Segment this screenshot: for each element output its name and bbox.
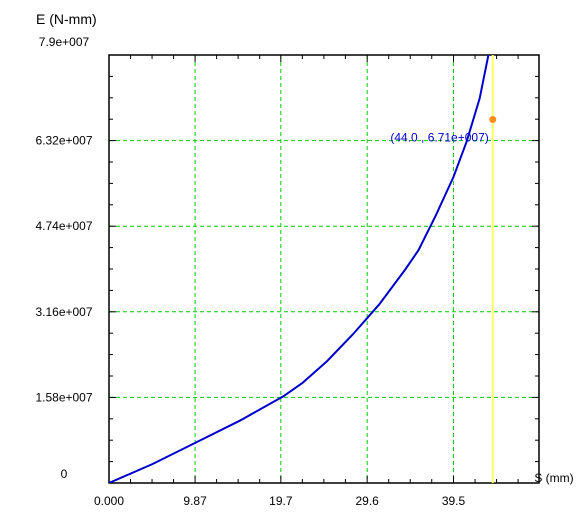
y-tick-label: 0: [61, 467, 68, 481]
cursor: (44.0 , 6.71e+007): [390, 55, 497, 483]
axes: [108, 54, 540, 484]
y-tick-label: 3.16e+007: [35, 305, 92, 319]
y-tick-label: 4.74e+007: [35, 219, 92, 233]
ticks: [108, 54, 539, 484]
grid-lines: [109, 55, 539, 483]
y-tick-label: 7.9e+007: [39, 35, 90, 49]
x-tick-label: 19.7: [269, 494, 293, 508]
series: [109, 55, 490, 483]
x-tick-label: 0.000: [94, 494, 124, 508]
y-tick-label: 6.32e+007: [35, 134, 92, 148]
cursor-label: (44.0 , 6.71e+007): [390, 130, 488, 144]
plot-frame: [108, 54, 540, 484]
series-line: [109, 55, 490, 483]
x-tick-label: 29.6: [355, 494, 379, 508]
tick-labels: 0.000 9.87 19.7 29.6 39.5 0 1.58e+007 3.16e+007…: [35, 35, 465, 508]
x-tick-label: 9.87: [183, 494, 207, 508]
y-tick-label: 1.58e+007: [35, 390, 92, 404]
x-tick-label: 39.5: [442, 494, 466, 508]
cursor-point: [489, 115, 497, 123]
y-axis-title: E (N-mm): [36, 11, 97, 27]
x-axis-title: S (mm): [534, 471, 573, 485]
